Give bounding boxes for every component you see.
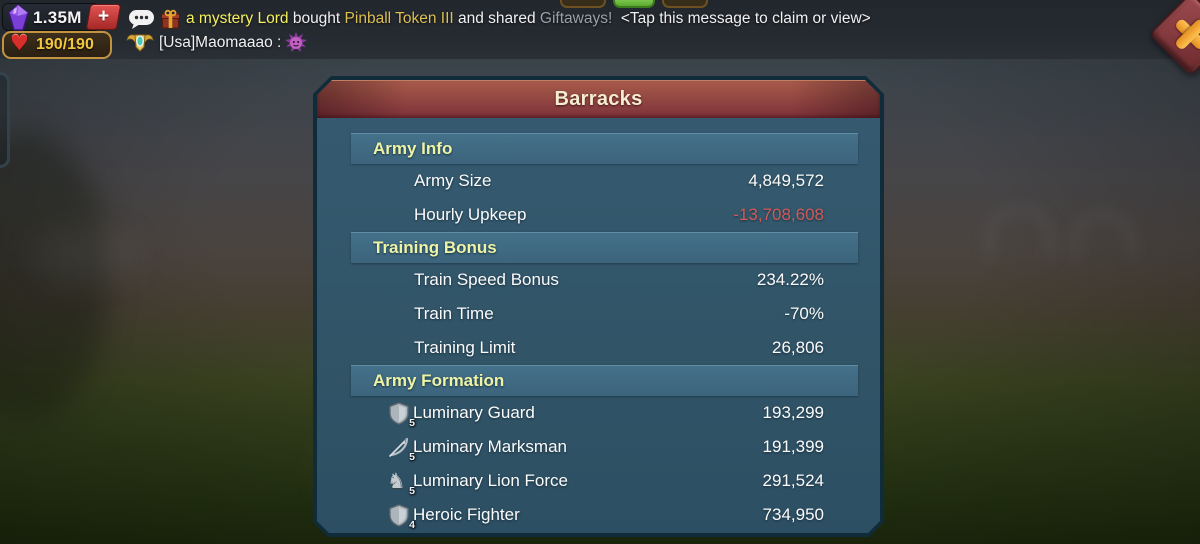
stat-value: 234.22% xyxy=(756,270,824,289)
background-bridge-arch xyxy=(985,205,1055,260)
unit-name: Luminary Guard xyxy=(413,403,535,422)
chat-item-name: Pinball Token III xyxy=(344,10,454,27)
stat-label: Train Speed Bonus xyxy=(414,270,559,289)
stat-label: Train Time xyxy=(414,304,494,323)
stat-value: 4,849,572 xyxy=(748,171,824,190)
add-gems-button[interactable]: + xyxy=(85,4,122,30)
chat-giftaways-label: Giftaways! xyxy=(539,10,613,27)
stat-row-train-speed-bonus: Train Speed Bonus 234.22% xyxy=(414,263,824,297)
panel-header: Barracks xyxy=(317,80,880,118)
chat-sender-name: a mystery Lord xyxy=(186,10,289,27)
chat-tap-hint: <Tap this message to claim or view> xyxy=(612,10,871,27)
stat-value: 26,806 xyxy=(772,338,824,357)
unit-count: 291,524 xyxy=(762,471,824,490)
hp-counter[interactable]: ♥ 190/190 xyxy=(2,31,112,59)
unit-row-luminary-marksman: 5 Luminary Marksman 191,399 xyxy=(387,430,824,464)
unit-tier: 5 xyxy=(409,417,415,429)
unit-tier: 5 xyxy=(409,451,415,463)
unit-tier: 4 xyxy=(409,519,415,531)
chat-message-giftaway[interactable]: a mystery Lord bought Pinball Token III … xyxy=(128,7,871,31)
background-haze xyxy=(30,225,140,285)
heart-icon: ♥ xyxy=(10,31,29,55)
panel-body: Army Info Army Size 4,849,572 Hourly Upk… xyxy=(317,118,880,533)
plus-icon: + xyxy=(97,6,110,27)
unit-name: Heroic Fighter xyxy=(413,505,520,524)
stat-row-training-limit: Training Limit 26,806 xyxy=(414,331,824,365)
unit-name: Luminary Marksman xyxy=(413,437,567,456)
background-bridge-arch xyxy=(1070,210,1136,260)
unit-row-luminary-lion-force: ♞ 5 Luminary Lion Force 291,524 xyxy=(387,464,824,498)
gem-icon xyxy=(8,4,29,31)
section-header-army-formation: Army Formation xyxy=(351,365,858,396)
stat-row-train-time: Train Time -70% xyxy=(414,297,824,331)
clipped-left-edge-widget xyxy=(0,72,10,168)
unit-count: 193,299 xyxy=(762,403,824,422)
barracks-panel: Barracks Army Info Army Size 4,849,572 H… xyxy=(313,76,884,537)
stat-label: Army Size xyxy=(414,171,492,190)
top-capsule-indicator-active xyxy=(613,0,655,8)
section-header-army-info: Army Info xyxy=(351,133,858,164)
top-capsule-indicator xyxy=(662,0,708,8)
stat-label: Training Limit xyxy=(414,338,516,357)
chat-overlay-bar[interactable] xyxy=(0,0,1200,59)
stat-value: -70% xyxy=(784,304,824,323)
stat-row-army-size: Army Size 4,849,572 xyxy=(414,164,824,198)
top-capsule-indicator xyxy=(560,0,606,8)
panel-title: Barracks xyxy=(554,88,643,110)
unit-name: Luminary Lion Force xyxy=(413,471,568,490)
chat-author: [Usa]Maomaaao : xyxy=(159,34,282,51)
chat-message-player[interactable]: [Usa]Maomaaao : xyxy=(126,30,312,56)
unit-tier: 5 xyxy=(409,485,415,497)
hp-value: 190/190 xyxy=(36,36,94,53)
unit-count: 191,399 xyxy=(762,437,824,456)
section-header-training-bonus: Training Bonus xyxy=(351,232,858,263)
gem-count-value: 1.35M xyxy=(33,8,82,27)
emoji-sticker-icon xyxy=(285,32,308,52)
gift-icon xyxy=(161,9,180,28)
shield-icon: 4 xyxy=(387,503,411,527)
stat-value-negative: -13,708,608 xyxy=(733,205,824,224)
stat-row-hourly-upkeep: Hourly Upkeep -13,708,608 xyxy=(414,198,824,232)
unit-count: 734,950 xyxy=(762,505,824,524)
unit-row-luminary-guard: 5 Luminary Guard 193,299 xyxy=(387,396,824,430)
chat-text: bought xyxy=(288,10,345,27)
chat-text: and shared xyxy=(453,10,540,27)
horse-icon: ♞ 5 xyxy=(387,469,415,497)
barracks-panel-inner: Barracks Army Info Army Size 4,849,572 H… xyxy=(317,80,880,533)
bow-icon: 5 xyxy=(387,435,411,459)
shield-icon: 5 xyxy=(387,401,411,425)
unit-row-heroic-fighter: 4 Heroic Fighter 734,950 xyxy=(387,498,824,532)
chat-bubble-icon xyxy=(129,9,154,29)
guild-badge-icon xyxy=(126,33,154,52)
stat-label: Hourly Upkeep xyxy=(414,205,527,224)
